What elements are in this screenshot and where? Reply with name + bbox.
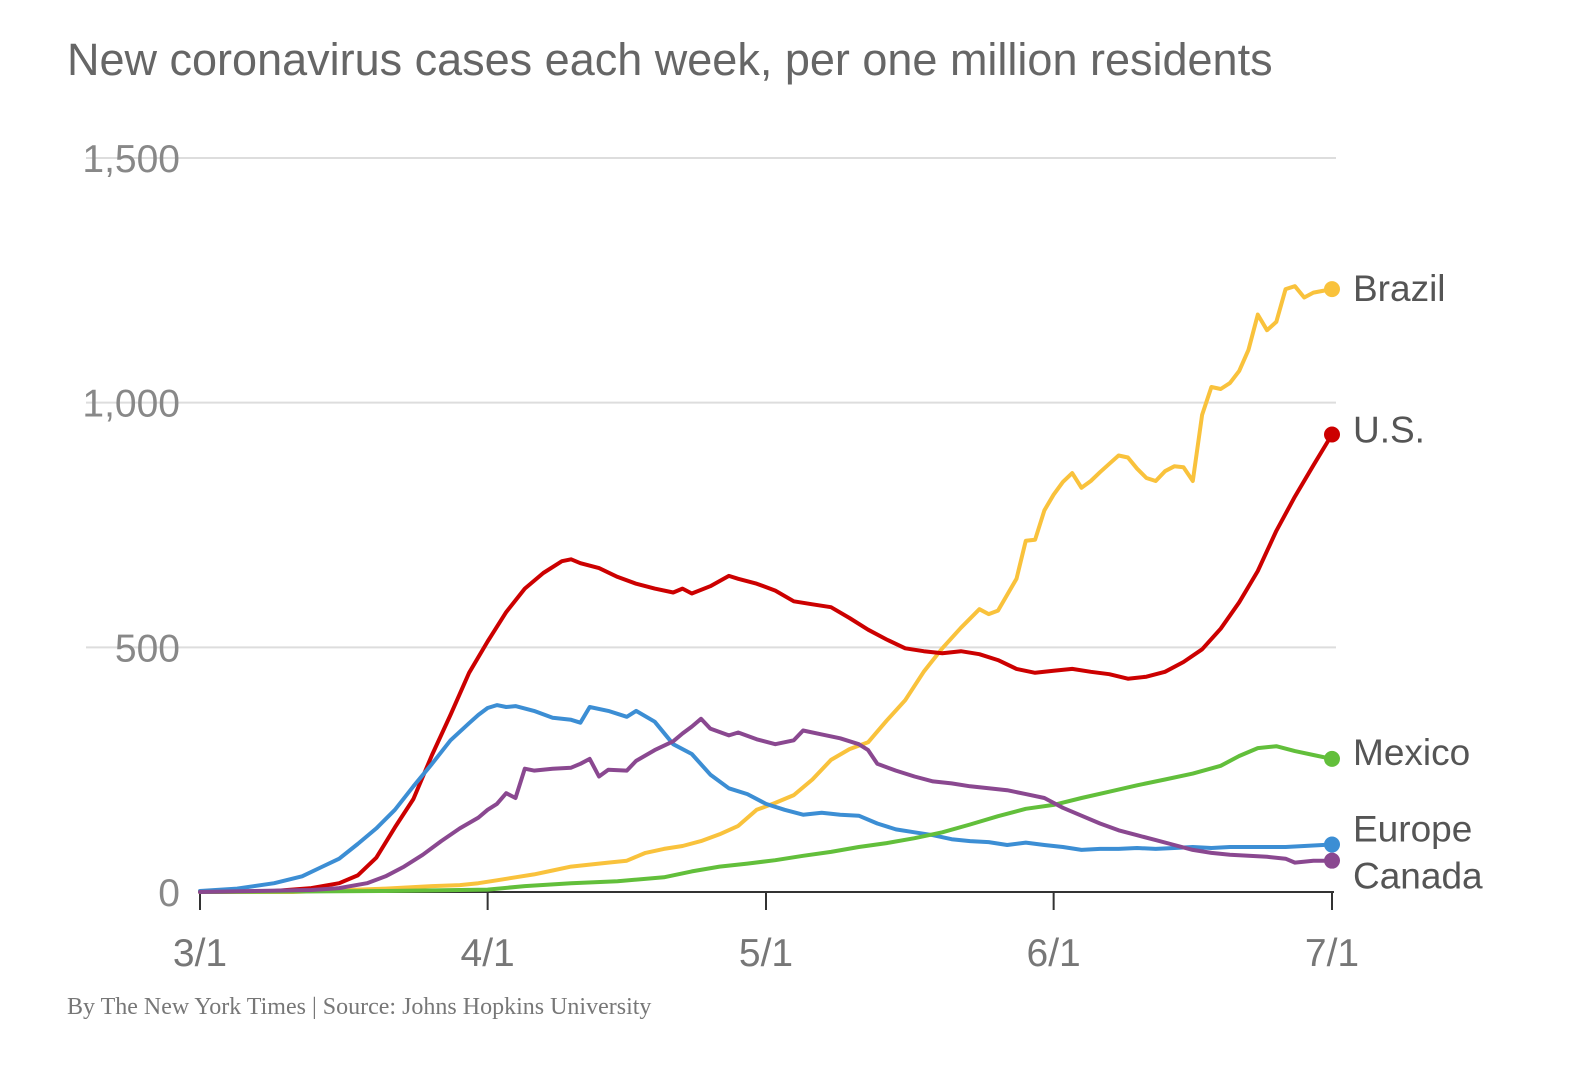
series-label-mexico: Mexico <box>1353 732 1470 773</box>
gridlines <box>86 157 1336 649</box>
series-line-mexico <box>198 744 1334 894</box>
y-tick-label: 1,500 <box>82 138 180 181</box>
series-line-brazil <box>198 284 1334 894</box>
series-endpoint-mexico <box>1324 750 1340 767</box>
series-line-canada <box>198 716 1334 894</box>
series-labels: Brazil U.S. Europe Mexico Canada <box>1353 268 1483 897</box>
x-axis: 3/1 4/1 5/1 6/1 7/1 <box>173 891 1359 975</box>
series-endpoint-us <box>1324 426 1340 443</box>
series-line-us <box>198 432 1334 894</box>
chart-title: New coronavirus cases each week, per one… <box>67 34 1273 85</box>
x-tick-label: 5/1 <box>739 932 793 975</box>
series-line-europe <box>198 703 1334 893</box>
series-endpoint-brazil <box>1324 281 1340 298</box>
x-tick-label: 6/1 <box>1027 932 1081 975</box>
y-tick-label: 1,000 <box>82 383 180 426</box>
y-tick-label: 0 <box>158 872 180 915</box>
series-label-europe: Europe <box>1353 809 1472 850</box>
series-label-canada: Canada <box>1353 856 1483 897</box>
y-axis-tick-labels: 0 500 1,000 1,500 <box>82 138 180 915</box>
y-tick-label: 500 <box>115 627 180 670</box>
series-label-brazil: Brazil <box>1353 268 1446 309</box>
series-lines <box>198 281 1340 894</box>
x-tick-label: 7/1 <box>1305 932 1359 975</box>
source-credit: By The New York Times | Source: Johns Ho… <box>67 994 652 1020</box>
series-endpoint-europe <box>1324 836 1340 853</box>
x-tick-label: 3/1 <box>173 932 227 975</box>
series-label-us: U.S. <box>1353 409 1425 450</box>
series-endpoint-canada <box>1324 852 1340 869</box>
x-tick-label: 4/1 <box>461 932 515 975</box>
